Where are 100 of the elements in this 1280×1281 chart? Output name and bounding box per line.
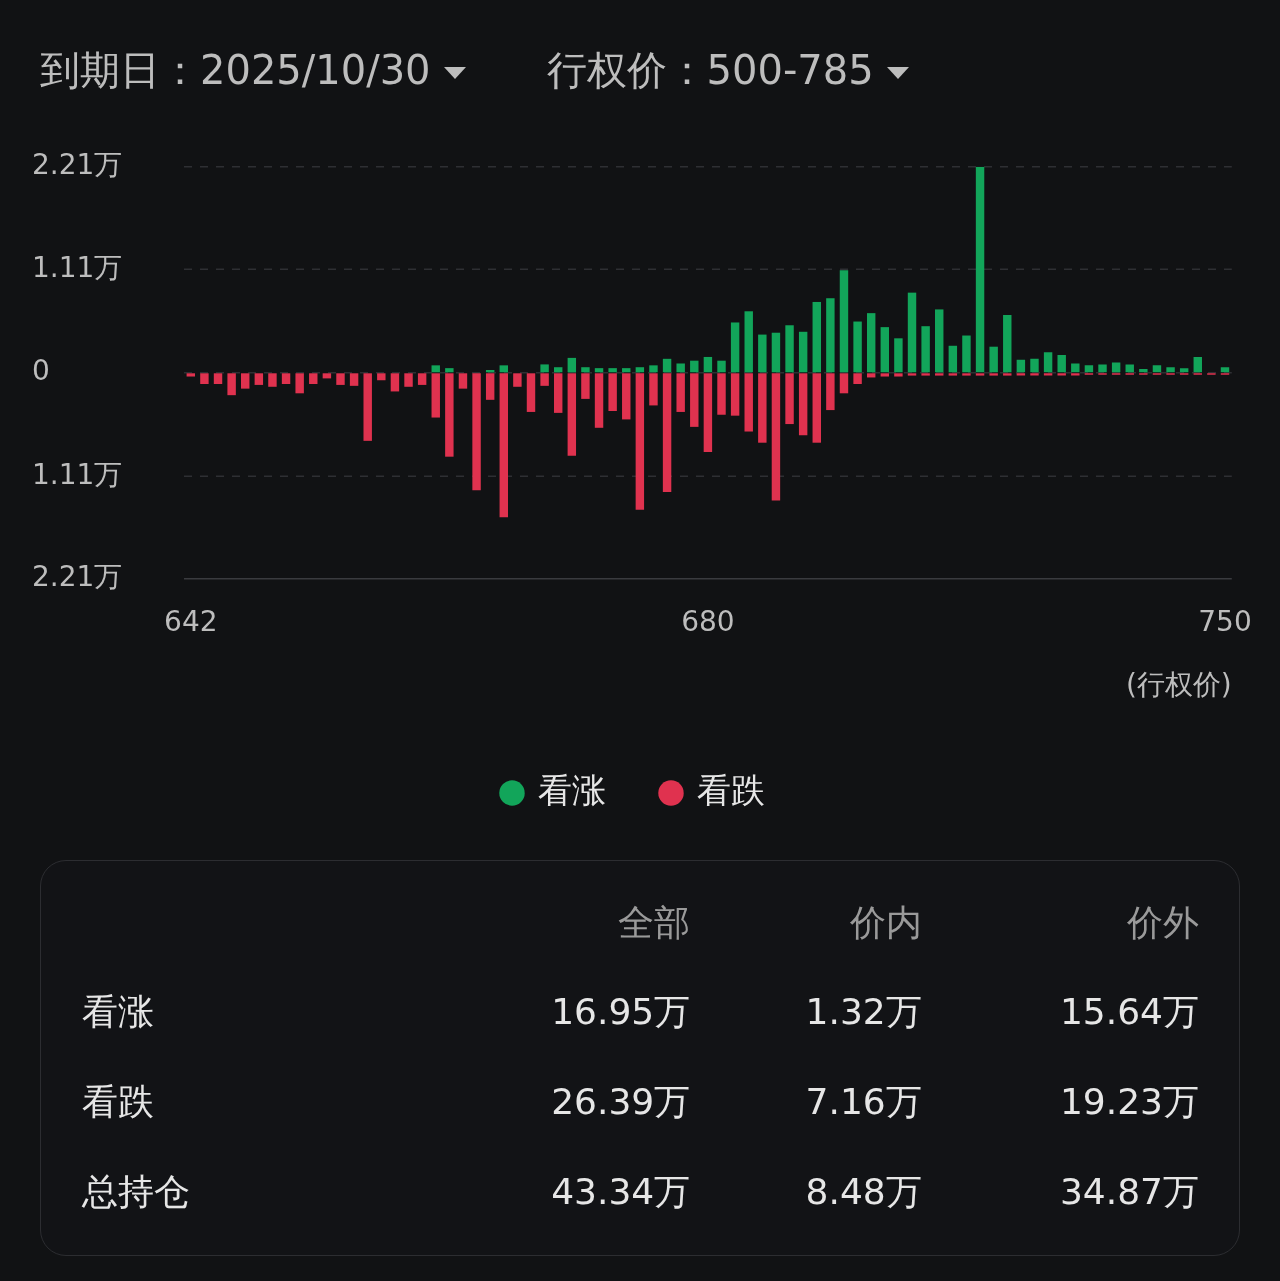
bar [1016, 359, 1026, 373]
bar [1043, 352, 1053, 373]
bar [853, 373, 862, 384]
bar [894, 373, 903, 377]
bar [567, 373, 577, 456]
bar [880, 327, 890, 373]
bar [1098, 364, 1107, 373]
bar [635, 373, 645, 510]
bar [1016, 373, 1026, 376]
bar [649, 373, 658, 406]
data-label: 1.32万 [804, 989, 922, 1034]
bar [608, 368, 617, 373]
bar [798, 331, 808, 373]
bar [1071, 373, 1080, 376]
bar [295, 373, 304, 394]
chart-subtitle: 行权价：500-785 [546, 46, 874, 93]
bar [935, 373, 944, 376]
bar [1071, 363, 1080, 373]
bar [281, 373, 291, 384]
bar [1179, 368, 1189, 373]
bar [186, 373, 196, 377]
bar [485, 373, 495, 400]
bar [540, 373, 549, 386]
bar [771, 373, 781, 501]
x-tick-label: 750 [1198, 604, 1252, 638]
bar [594, 368, 604, 373]
bar [635, 367, 645, 373]
bar [690, 373, 699, 427]
bar [540, 364, 549, 373]
bar [907, 292, 917, 373]
bar [404, 373, 413, 387]
x-axis-title: (行权价) [1125, 668, 1232, 702]
bar [758, 334, 767, 373]
bar [730, 322, 740, 373]
bar [1030, 358, 1039, 373]
bar [989, 373, 998, 376]
bar [241, 373, 250, 389]
data-label: 43.34万 [550, 1169, 691, 1214]
bar [826, 373, 835, 411]
bar [581, 373, 590, 399]
bar [554, 367, 563, 373]
y-tick-label: 2.21万 [32, 560, 123, 594]
bar [866, 373, 876, 378]
bar [676, 363, 685, 373]
chart-title: 到期日：2025/10/30 [40, 46, 431, 93]
bar [866, 313, 876, 373]
data-label: 34.87万 [1058, 1169, 1199, 1214]
bar [785, 373, 794, 425]
bar [662, 373, 672, 493]
bar [499, 365, 508, 373]
bar [1030, 373, 1039, 376]
bar [567, 357, 577, 373]
bar [703, 356, 713, 373]
bar [213, 373, 223, 384]
bar [363, 373, 372, 441]
bar [758, 373, 767, 443]
bar [962, 335, 971, 373]
category-label: 价内 [848, 900, 922, 945]
data-label: 19.23万 [1058, 1079, 1199, 1124]
bar [336, 373, 345, 385]
bar [1003, 373, 1012, 376]
y-tick-label: 0 [32, 354, 50, 388]
bar [622, 373, 631, 420]
bar [730, 373, 740, 416]
bar [989, 346, 998, 373]
bar [377, 373, 386, 381]
bar [717, 360, 726, 373]
bar [499, 373, 508, 518]
bar [690, 360, 699, 373]
bar [254, 373, 264, 385]
bar [853, 321, 862, 373]
data-label: 15.64万 [1058, 989, 1199, 1034]
category-label: 全部 [617, 900, 691, 945]
data-label: 7.16万 [804, 1079, 922, 1124]
y-tick-label: 1.11万 [32, 250, 123, 284]
legend-label: 看跌 [697, 769, 765, 810]
bar [894, 338, 903, 373]
bar [458, 373, 468, 389]
bar [431, 365, 440, 373]
bar [445, 368, 454, 373]
bar [1084, 365, 1094, 373]
bar [227, 373, 236, 396]
bar [839, 270, 849, 373]
bar [1166, 367, 1175, 373]
bar [1152, 365, 1162, 373]
bar [717, 373, 726, 415]
y-tick-label: 2.21万 [32, 148, 123, 182]
text: 看跌 [81, 1079, 155, 1124]
bar [608, 373, 617, 412]
bar [200, 373, 209, 384]
bar [309, 373, 318, 384]
bar [1125, 364, 1134, 373]
bar [445, 373, 454, 457]
bar [417, 373, 427, 385]
data-label: 16.95万 [550, 989, 691, 1034]
bar [622, 368, 631, 373]
bar [826, 298, 835, 373]
bar [513, 373, 522, 387]
bar [1057, 355, 1066, 373]
bar [975, 166, 985, 373]
